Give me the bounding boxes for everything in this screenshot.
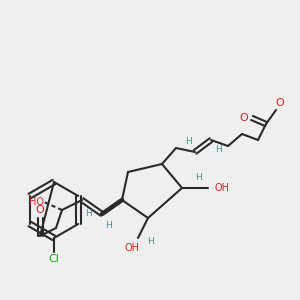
Text: O: O xyxy=(240,113,248,123)
Text: Cl: Cl xyxy=(49,254,59,264)
Text: H: H xyxy=(147,236,153,245)
Text: H: H xyxy=(195,173,201,182)
Text: H: H xyxy=(214,146,221,154)
Text: OH: OH xyxy=(124,243,140,253)
Text: H: H xyxy=(184,137,191,146)
Text: H: H xyxy=(105,221,111,230)
Text: H: H xyxy=(85,208,92,217)
Text: HO: HO xyxy=(28,197,44,207)
Text: OH: OH xyxy=(214,183,230,193)
Text: O: O xyxy=(276,98,284,108)
Text: O: O xyxy=(36,205,44,215)
